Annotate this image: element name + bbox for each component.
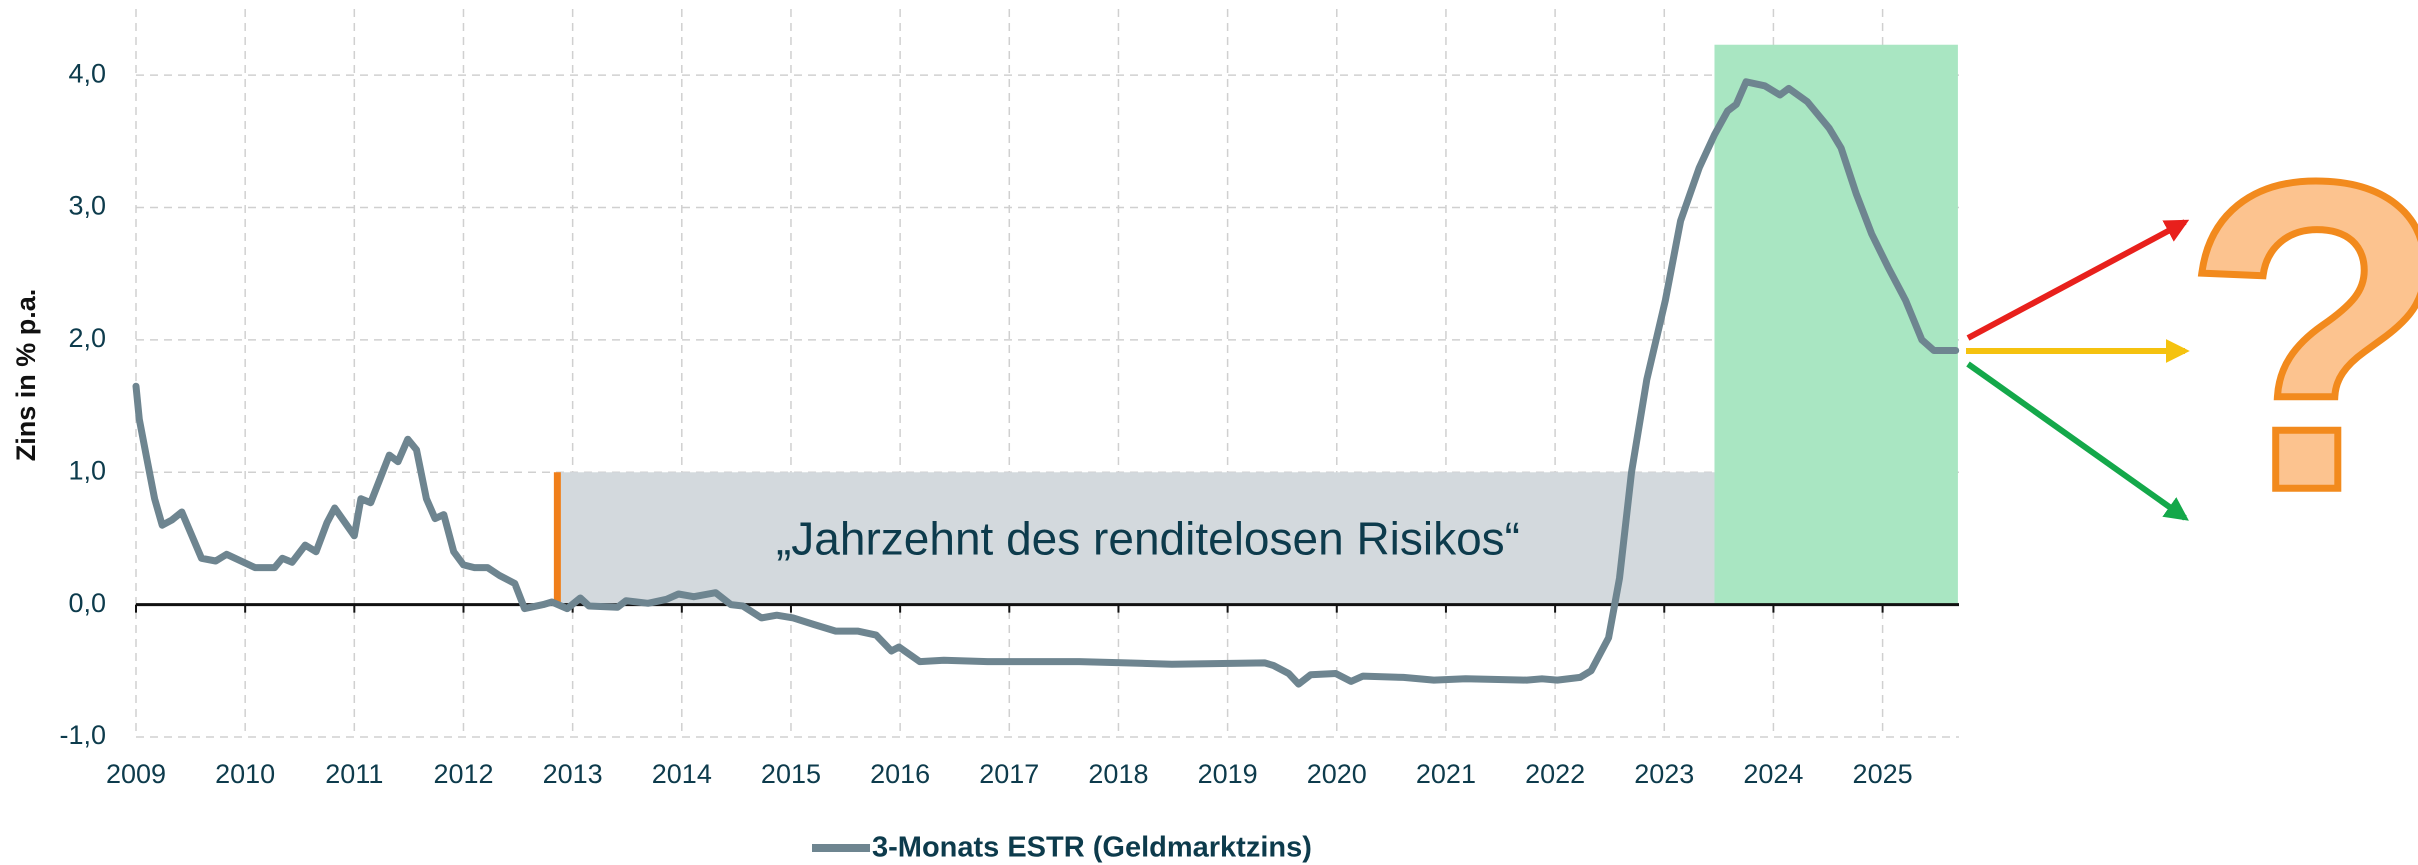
x-tick-label: 2020 <box>1307 759 1367 789</box>
y-tick-label: 3,0 <box>68 191 106 221</box>
x-tick-label: 2014 <box>652 759 712 789</box>
x-tick-label: 2009 <box>106 759 166 789</box>
x-tick-label: 2022 <box>1525 759 1585 789</box>
y-tick-label: 1,0 <box>68 455 106 485</box>
x-tick-label: 2018 <box>1088 759 1148 789</box>
arrow-down <box>1966 361 2189 521</box>
shaded-region <box>1714 44 1958 605</box>
x-tick-label: 2023 <box>1634 759 1694 789</box>
plot-foreground: -1,0 0,0 1,0 2,0 3,0 4,0 2009 2010 2011 2012 2013 2… <box>59 58 1960 789</box>
x-tick-label: 2021 <box>1416 759 1476 789</box>
x-tick-label: 2017 <box>979 759 1039 789</box>
y-tick-label: 0,0 <box>68 588 106 618</box>
x-tick-label: 2013 <box>543 759 603 789</box>
x-tick-label: 2025 <box>1853 759 1913 789</box>
x-tick-label: 2012 <box>433 759 493 789</box>
data-line <box>132 78 1960 688</box>
y-tick-label: 2,0 <box>68 323 106 353</box>
shaded-region <box>559 472 1715 605</box>
y-tick-label: -1,0 <box>59 720 106 750</box>
question-mark: ? <box>2182 91 2418 582</box>
x-tick-label: 2019 <box>1198 759 1258 789</box>
arrow-up <box>1966 219 2190 341</box>
x-tick-label: 2015 <box>761 759 821 789</box>
x-tick-label: 2016 <box>870 759 930 789</box>
y-axis-label: Zins in % p.a. <box>11 289 41 462</box>
x-tick-label: 2010 <box>215 759 275 789</box>
x-tick-label: 2024 <box>1743 759 1803 789</box>
plot-background <box>135 9 1959 738</box>
region-label: „Jahrzehnt des renditelosen Risikos“ <box>776 513 1520 565</box>
x-tick-label: 2011 <box>325 759 383 789</box>
legend-label: 3-Monats ESTR (Geldmarktzins) <box>872 832 1312 864</box>
y-tick-label: 4,0 <box>68 58 106 88</box>
